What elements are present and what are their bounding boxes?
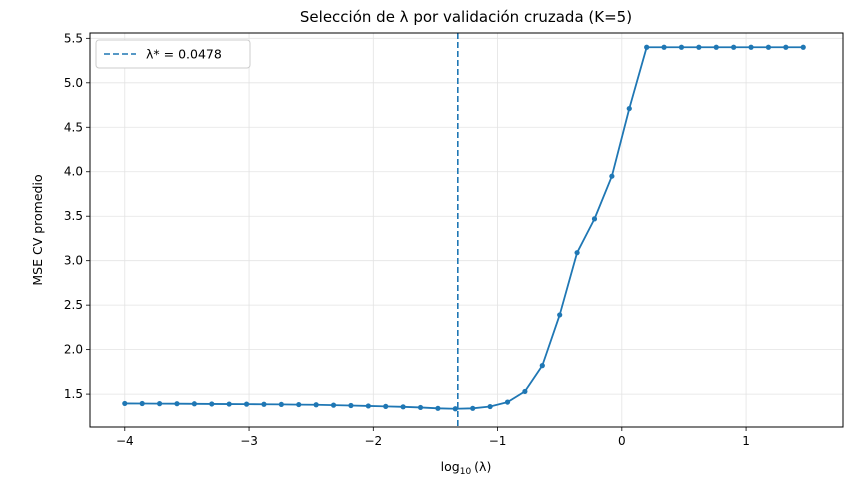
legend: λ* = 0.0478 [95, 39, 251, 69]
y-tick-label: 5.5 [64, 31, 83, 45]
grid-lines [90, 33, 843, 427]
plot-frame [89, 32, 844, 428]
y-tick-label: 4.5 [64, 120, 83, 134]
data-point [226, 401, 232, 407]
y-tick-label: 3.0 [64, 254, 83, 268]
x-axis-label-main: log [441, 459, 460, 474]
data-point [539, 363, 545, 369]
data-point [609, 173, 615, 179]
data-point [557, 312, 563, 318]
data-point [800, 44, 806, 50]
data-point [174, 401, 180, 407]
x-tick-label: −2 [364, 434, 382, 448]
data-point [313, 402, 319, 408]
y-tick-label: 1.5 [64, 387, 83, 401]
x-axis-label: log10 (λ) [441, 459, 492, 477]
data-point [574, 250, 580, 256]
data-point [383, 403, 389, 409]
y-axis-label: MSE CV promedio [30, 174, 45, 285]
data-point [243, 401, 250, 407]
data-point [191, 401, 197, 407]
data-point [644, 44, 650, 50]
x-axis-ticks: −4 −3 −2 −1 0 1 [116, 427, 750, 448]
data-point [626, 105, 632, 112]
x-tick-label: 0 [618, 434, 626, 448]
y-axis-ticks: 1.5 2.0 2.5 3.0 3.5 4.0 4.5 5.0 5.5 [64, 31, 90, 401]
data-point [696, 44, 702, 50]
chart-title: Selección de λ por validación cruzada (K… [300, 8, 632, 26]
data-point [522, 388, 528, 395]
data-point [470, 405, 476, 411]
y-tick-label: 2.0 [64, 343, 83, 357]
data-point [713, 44, 719, 50]
x-axis-label-tail: (λ) [474, 459, 491, 474]
y-tick-label: 5.0 [64, 76, 83, 90]
data-point [139, 400, 145, 407]
data-point [731, 44, 737, 50]
data-point [591, 216, 598, 222]
data-point [678, 44, 685, 50]
x-tick-label: −1 [489, 434, 507, 448]
data-point [417, 404, 424, 411]
data-point [330, 402, 337, 408]
y-tick-label: 4.0 [64, 165, 83, 179]
y-tick-label: 2.5 [64, 298, 83, 312]
data-point [435, 405, 441, 411]
data-point [504, 399, 511, 405]
data-point [209, 401, 215, 407]
series-group [122, 44, 806, 412]
data-point [765, 44, 772, 50]
data-point [452, 406, 458, 412]
data-point [400, 404, 406, 410]
data-point [156, 401, 163, 407]
x-tick-label: 1 [742, 434, 750, 448]
x-tick-label: −4 [116, 434, 134, 448]
x-tick-label: −3 [240, 434, 258, 448]
legend-box [95, 39, 251, 69]
data-point [278, 401, 284, 408]
data-point [487, 403, 493, 410]
data-point [365, 403, 371, 409]
x-axis-label-sub: 10 [460, 467, 472, 477]
y-tick-label: 3.5 [64, 209, 83, 223]
data-point [296, 401, 302, 408]
legend-label: λ* = 0.0478 [146, 47, 222, 62]
data-point [261, 401, 267, 407]
data-point [661, 44, 667, 50]
data-point [348, 402, 354, 409]
series-line [124, 46, 804, 410]
data-point [122, 400, 128, 407]
data-point [748, 44, 754, 50]
data-point [783, 44, 789, 50]
